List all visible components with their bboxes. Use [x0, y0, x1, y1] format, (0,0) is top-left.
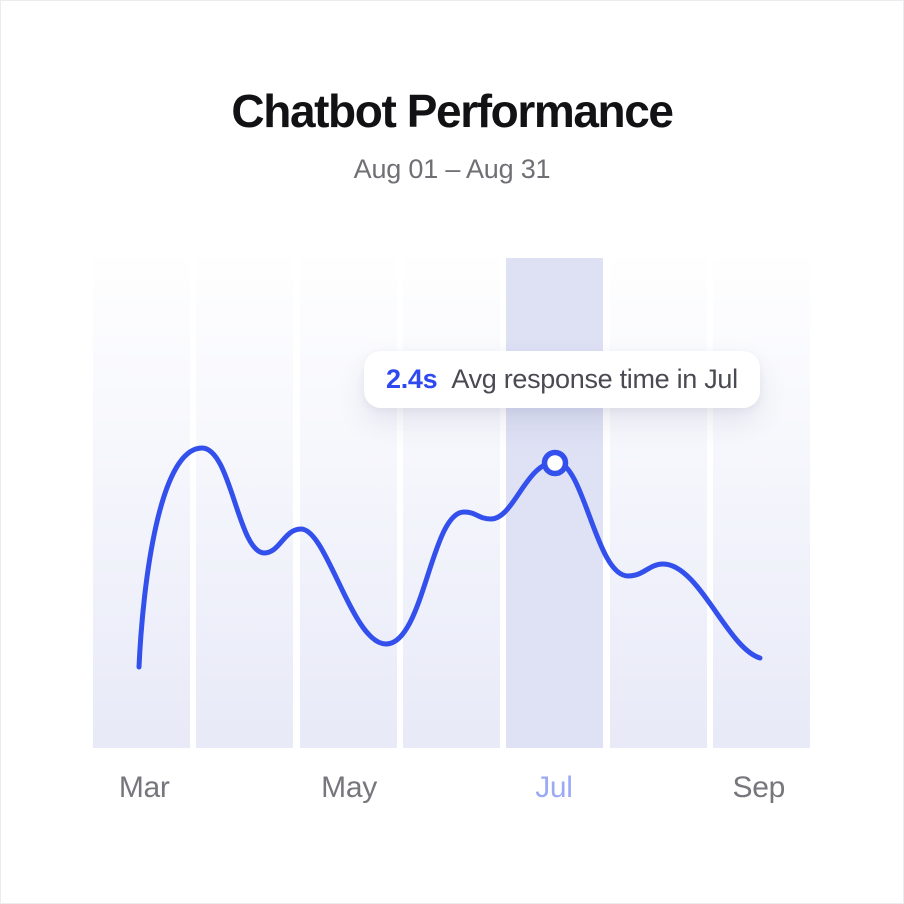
- band-jul-highlighted: [506, 258, 604, 748]
- band-jun: [403, 258, 500, 748]
- tooltip-label: Avg response time in Jul: [451, 364, 738, 394]
- x-axis-label-jul[interactable]: Jul: [535, 771, 573, 804]
- x-axis: Mar May Jul Sep: [93, 771, 810, 805]
- x-axis-label-mar[interactable]: Mar: [118, 771, 170, 804]
- data-point-tooltip: 2.4s Avg response time in Jul: [364, 351, 760, 408]
- page-title: Chatbot Performance: [231, 85, 674, 137]
- band-sep: [713, 258, 811, 748]
- band-mar: [93, 258, 190, 748]
- x-axis-label-may[interactable]: May: [321, 771, 377, 804]
- x-axis-label-sep[interactable]: Sep: [732, 771, 786, 804]
- band-may: [299, 258, 397, 748]
- band-apr: [196, 258, 294, 748]
- date-range-subtitle: Aug 01 – Aug 31: [353, 153, 551, 184]
- band-aug: [609, 258, 707, 748]
- tooltip-value: 2.4s: [386, 364, 438, 394]
- chart-plot-area: [93, 258, 811, 748]
- chart-header: Chatbot Performance Aug 01 – Aug 31: [0, 86, 904, 185]
